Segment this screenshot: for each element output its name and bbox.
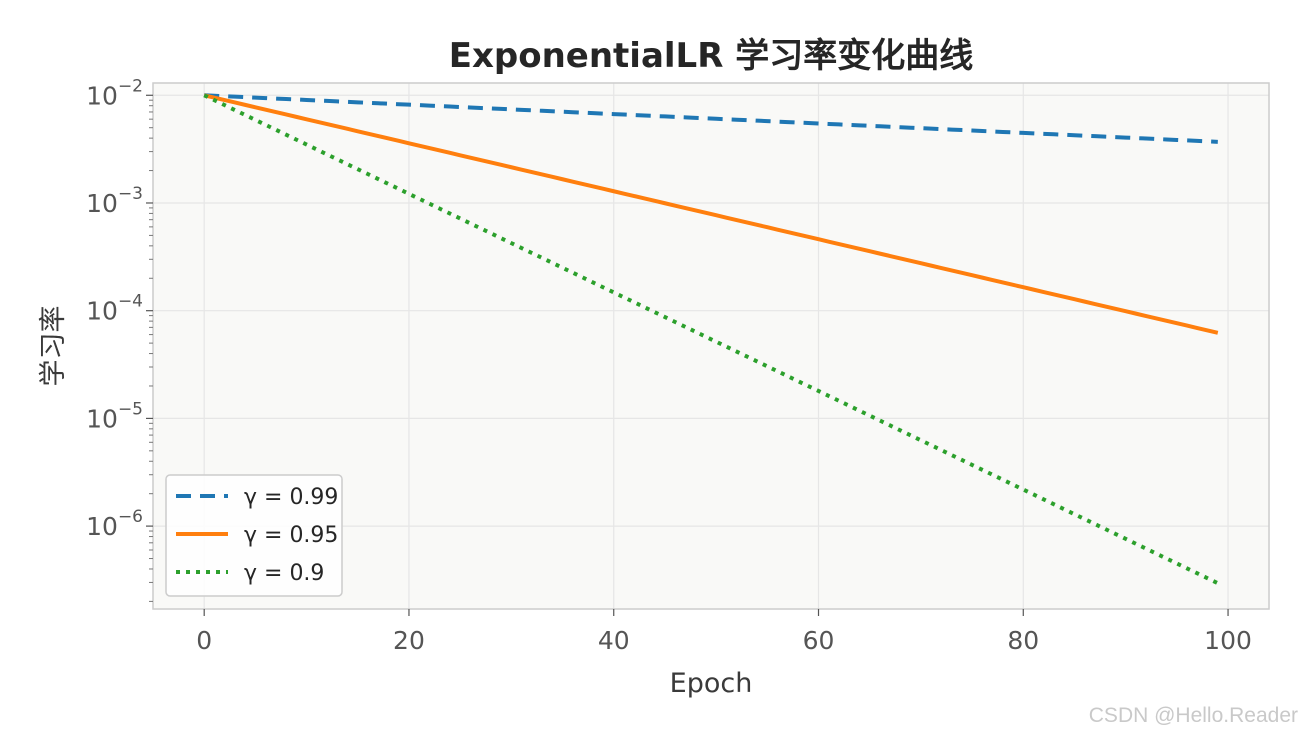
y-tick-base: 10 xyxy=(86,81,118,110)
y-tick-label: 10−5 xyxy=(86,399,143,433)
y-tick-base: 10 xyxy=(86,512,118,541)
chart-title: ExponentialLR 学习率变化曲线 xyxy=(449,36,974,76)
x-axis-ticks: 0 20 40 60 80 100 xyxy=(196,609,1252,655)
legend-label: γ = 0.9 xyxy=(244,561,324,586)
x-axis-label: Epoch xyxy=(670,668,753,699)
legend-label: γ = 0.99 xyxy=(244,485,338,510)
x-tick-label: 0 xyxy=(196,626,212,655)
y-tick-label: 10−2 xyxy=(86,76,143,110)
watermark: CSDN @Hello.Reader xyxy=(1089,704,1298,727)
x-tick-label: 100 xyxy=(1204,626,1252,655)
y-tick-exponent: −5 xyxy=(118,399,143,419)
y-tick-base: 10 xyxy=(86,297,118,326)
series-lines xyxy=(203,93,1219,586)
y-tick-label: 10−3 xyxy=(86,184,143,218)
y-tick-exponent: −6 xyxy=(118,507,143,527)
legend-label: γ = 0.95 xyxy=(244,523,338,548)
y-axis-ticks: 10−210−310−410−510−6 xyxy=(86,76,153,602)
series-line xyxy=(204,93,1218,144)
y-tick-label: 10−6 xyxy=(86,507,143,541)
legend-box xyxy=(165,474,343,597)
x-tick-label: 20 xyxy=(393,626,425,655)
x-tick-label: 40 xyxy=(598,626,630,655)
y-tick-base: 10 xyxy=(86,189,118,218)
legend: γ = 0.99 γ = 0.95 γ = 0.9 xyxy=(165,474,343,597)
y-tick-base: 10 xyxy=(86,404,118,433)
y-tick-exponent: −2 xyxy=(118,76,143,96)
y-tick-exponent: −3 xyxy=(118,184,143,204)
grid xyxy=(153,83,1269,609)
y-tick-label: 10−4 xyxy=(86,292,143,326)
series-line xyxy=(203,93,1219,335)
series-line xyxy=(203,93,1219,586)
y-axis-label: 学习率 xyxy=(38,306,69,387)
y-tick-exponent: −4 xyxy=(118,292,143,312)
plot-frame xyxy=(152,82,1270,610)
x-tick-label: 80 xyxy=(1007,626,1039,655)
x-tick-label: 60 xyxy=(803,626,835,655)
